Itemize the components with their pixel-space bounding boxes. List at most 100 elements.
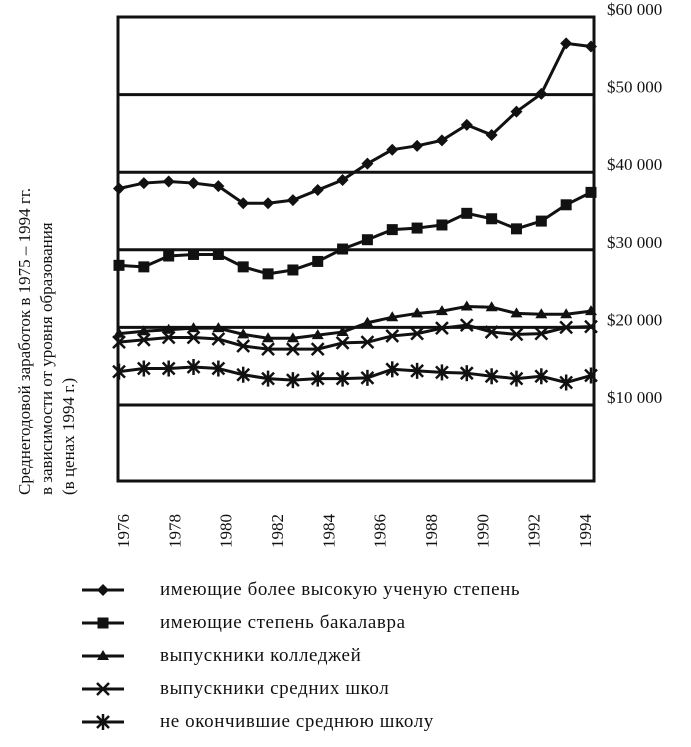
x-marker-icon bbox=[261, 342, 275, 357]
x-marker-icon bbox=[360, 335, 375, 350]
legend: имеющие более высокую ученую степень име… bbox=[80, 573, 520, 738]
diamond-marker-icon bbox=[535, 87, 548, 100]
triangle-marker-icon bbox=[460, 300, 473, 311]
x-tick-label: 1982 bbox=[268, 514, 287, 548]
x-tick-label: 1984 bbox=[319, 514, 338, 549]
asterisk-marker-icon bbox=[360, 369, 375, 386]
x-marker-icon bbox=[161, 330, 176, 345]
triangle-marker-icon bbox=[162, 323, 175, 334]
diamond-marker-icon bbox=[460, 118, 473, 131]
square-marker-icon bbox=[82, 617, 124, 628]
series-line bbox=[118, 365, 592, 384]
x-marker-icon bbox=[459, 318, 474, 332]
triangle-marker-icon bbox=[137, 325, 150, 336]
triangle-marker-icon bbox=[187, 322, 200, 333]
diamond-marker-icon bbox=[510, 105, 523, 118]
asterisk-marker-icon bbox=[261, 370, 275, 387]
square-marker-icon bbox=[188, 248, 200, 260]
asterisk-marker-icon bbox=[534, 368, 549, 385]
x-marker-icon bbox=[534, 326, 549, 341]
square-marker-icon bbox=[237, 261, 249, 273]
x-marker-icon bbox=[211, 332, 226, 346]
y-axis-labels: $10 000 $20 000 $30 000 $40 000 $50 000 $60 0… bbox=[607, 0, 662, 407]
legend-item-doctorate: имеющие более высокую ученую степень bbox=[80, 573, 520, 606]
square-marker-icon bbox=[97, 617, 109, 628]
y-tick-label: $60 000 bbox=[607, 0, 662, 19]
x-marker-icon bbox=[136, 332, 151, 347]
triangle-marker-icon bbox=[262, 332, 275, 343]
y-tick-label: $40 000 bbox=[607, 155, 662, 174]
x-tick-label: 1992 bbox=[525, 514, 544, 548]
y-tick-label: $30 000 bbox=[607, 233, 662, 252]
asterisk-marker-icon bbox=[96, 713, 110, 730]
triangle-marker-icon bbox=[361, 316, 374, 327]
square-marker-icon bbox=[535, 215, 547, 227]
diamond-marker-icon bbox=[560, 37, 573, 50]
asterisk-marker-icon bbox=[559, 374, 574, 391]
asterisk-marker-icon bbox=[236, 366, 251, 383]
x-marker-icon bbox=[484, 325, 499, 339]
diamond-marker-icon bbox=[162, 175, 175, 188]
x-marker-icon bbox=[236, 339, 251, 353]
diamond-marker-icon bbox=[435, 134, 448, 147]
y-tick-label: $50 000 bbox=[607, 78, 662, 97]
x-marker-icon bbox=[286, 342, 300, 357]
x-tick-label: 1978 bbox=[165, 514, 184, 548]
x-tick-label: 1988 bbox=[422, 514, 441, 548]
y-axis-title: Среднегодовой заработок в 1975 – 1994 гг… bbox=[15, 188, 78, 495]
legend-label: выпускники средних школ bbox=[160, 677, 390, 699]
x-marker-icon bbox=[335, 336, 350, 350]
y-axis-title-line: (в ценах 1994 г.) bbox=[59, 378, 78, 495]
triangle-marker-icon bbox=[82, 649, 124, 660]
diamond-marker-icon bbox=[137, 177, 150, 190]
diamond-marker-icon bbox=[386, 143, 399, 156]
x-axis-labels: 1976 1978 1980 1982 1984 1986 1988 1990 1992 1994 bbox=[114, 514, 595, 549]
legend-item-college: выпускники колледжей bbox=[80, 639, 520, 672]
y-axis-title-line: Среднегодовой заработок в 1975 – 1994 гг… bbox=[15, 188, 34, 495]
y-tick-label: $20 000 bbox=[607, 310, 662, 329]
square-marker-icon bbox=[163, 250, 175, 262]
x-marker-icon bbox=[435, 321, 449, 336]
series-line bbox=[118, 41, 592, 205]
series-diamond bbox=[113, 37, 597, 210]
diamond-marker-icon bbox=[82, 583, 124, 596]
x-marker-icon bbox=[310, 342, 325, 357]
x-tick-label: 1986 bbox=[371, 514, 390, 548]
x-marker-icon bbox=[509, 327, 524, 342]
triangle-marker-icon bbox=[237, 328, 250, 339]
triangle-marker-icon bbox=[510, 307, 523, 318]
square-marker-icon bbox=[560, 199, 572, 211]
diamond-marker-icon bbox=[262, 197, 275, 210]
triangle-marker-icon bbox=[411, 307, 424, 318]
square-marker-icon bbox=[585, 186, 597, 198]
diamond-marker-icon bbox=[311, 184, 324, 197]
asterisk-marker-icon bbox=[410, 362, 424, 379]
asterisk-marker-icon bbox=[484, 368, 499, 385]
legend-label: имеющие более высокую ученую степень bbox=[160, 578, 521, 600]
asterisk-marker-icon bbox=[310, 370, 325, 387]
line-chart: Среднегодовой заработок в 1975 – 1994 гг… bbox=[15, 0, 662, 549]
plot-frame bbox=[116, 15, 596, 483]
triangle-marker-icon bbox=[485, 301, 498, 312]
x-tick-label: 1980 bbox=[217, 514, 236, 548]
diamond-marker-icon bbox=[212, 180, 225, 193]
series-line bbox=[118, 323, 592, 351]
x-marker-icon bbox=[96, 681, 110, 696]
square-marker-icon bbox=[212, 248, 224, 260]
square-marker-icon bbox=[312, 255, 324, 267]
diamond-marker-icon bbox=[485, 128, 498, 141]
series-asterisk bbox=[112, 358, 598, 391]
series-x bbox=[112, 318, 598, 357]
square-marker-icon bbox=[337, 243, 349, 255]
diamond-marker-icon bbox=[187, 177, 200, 190]
legend-label: выпускники колледжей bbox=[160, 644, 362, 666]
asterisk-marker-icon bbox=[286, 372, 300, 389]
legend-label: не окончившие среднюю школу bbox=[160, 710, 434, 732]
series-group bbox=[112, 37, 598, 391]
triangle-marker-icon bbox=[336, 326, 349, 337]
asterisk-marker-icon bbox=[136, 360, 151, 377]
square-marker-icon bbox=[510, 223, 522, 235]
asterisk-marker-icon bbox=[82, 713, 124, 730]
square-marker-icon bbox=[386, 224, 398, 236]
diamond-marker-icon bbox=[286, 194, 299, 207]
